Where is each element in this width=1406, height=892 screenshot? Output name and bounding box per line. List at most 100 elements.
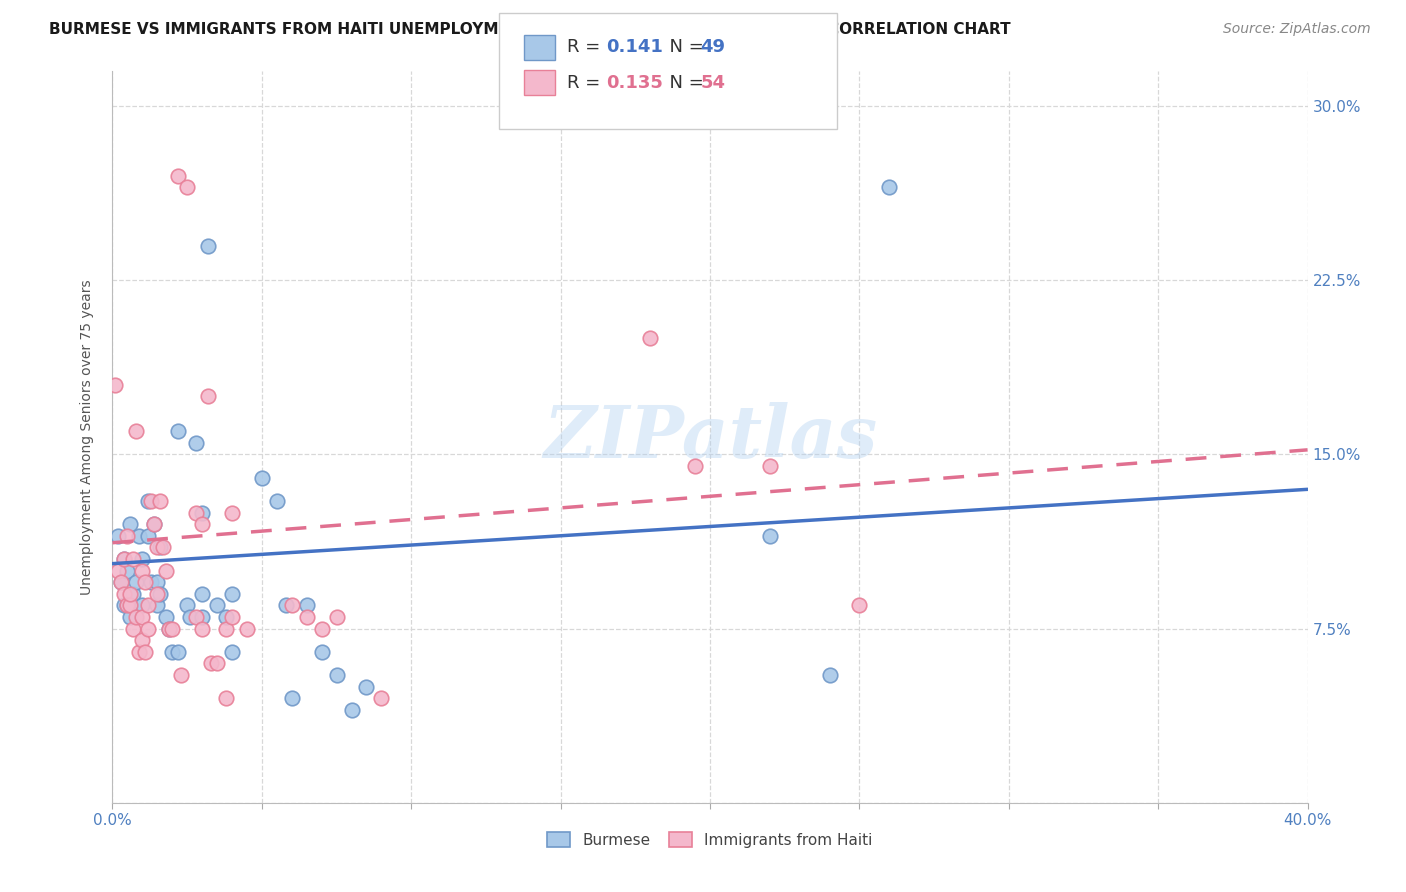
Point: [131, 564, 153, 578]
Point: [128, 529, 150, 543]
Text: BURMESE VS IMMIGRANTS FROM HAITI UNEMPLOYMENT AMONG SENIORS OVER 75 YEARS CORREL: BURMESE VS IMMIGRANTS FROM HAITI UNEMPLO…: [49, 22, 1011, 37]
Point: [167, 645, 190, 659]
Point: [170, 668, 193, 682]
Point: [134, 645, 156, 659]
Point: [640, 331, 662, 345]
Point: [157, 622, 180, 636]
Point: [295, 610, 318, 624]
Point: [221, 587, 243, 601]
Text: R =: R =: [567, 38, 606, 56]
Point: [149, 587, 172, 601]
Point: [191, 517, 214, 532]
Point: [131, 552, 153, 566]
Point: [117, 529, 139, 543]
Point: [120, 610, 142, 624]
Point: [205, 657, 228, 671]
Point: [179, 610, 201, 624]
Point: [683, 459, 706, 474]
Point: [162, 622, 183, 636]
Point: [146, 575, 169, 590]
Point: [250, 471, 273, 485]
Point: [200, 657, 222, 671]
Point: [114, 552, 135, 566]
Point: [281, 691, 304, 706]
Point: [215, 622, 238, 636]
Point: [311, 645, 333, 659]
Text: N =: N =: [658, 38, 710, 56]
Point: [110, 575, 132, 590]
Point: [205, 599, 228, 613]
Point: [104, 377, 127, 392]
Point: [107, 564, 129, 578]
Point: [155, 610, 177, 624]
Y-axis label: Unemployment Among Seniors over 75 years: Unemployment Among Seniors over 75 years: [80, 279, 94, 595]
Point: [186, 610, 208, 624]
Point: [759, 529, 782, 543]
Point: [114, 587, 135, 601]
Point: [134, 575, 156, 590]
Point: [221, 506, 243, 520]
Point: [311, 622, 333, 636]
Point: [117, 599, 139, 613]
Text: 54: 54: [700, 74, 725, 92]
Point: [149, 541, 172, 555]
Text: 0.141: 0.141: [606, 38, 662, 56]
Point: [191, 506, 214, 520]
Point: [125, 575, 148, 590]
Point: [122, 587, 145, 601]
Point: [114, 552, 135, 566]
Point: [122, 622, 145, 636]
Point: [125, 610, 148, 624]
Point: [215, 610, 238, 624]
Point: [131, 633, 153, 648]
Point: [236, 622, 259, 636]
Point: [157, 622, 180, 636]
Point: [152, 541, 174, 555]
Point: [167, 169, 190, 183]
Point: [138, 622, 160, 636]
Point: [325, 610, 347, 624]
Point: [879, 180, 901, 194]
Point: [149, 494, 172, 508]
Point: [110, 575, 132, 590]
Point: [176, 180, 198, 194]
Point: [186, 506, 208, 520]
Point: [117, 564, 139, 578]
Point: [191, 622, 214, 636]
Point: [120, 517, 142, 532]
Point: [274, 599, 297, 613]
Point: [141, 575, 163, 590]
Point: [186, 436, 208, 450]
Point: [356, 680, 378, 694]
Text: Source: ZipAtlas.com: Source: ZipAtlas.com: [1223, 22, 1371, 37]
Point: [167, 424, 190, 438]
Point: [162, 645, 183, 659]
Text: ZIPatlas: ZIPatlas: [543, 401, 877, 473]
Point: [370, 691, 392, 706]
Point: [197, 389, 219, 403]
Point: [848, 599, 870, 613]
Point: [131, 599, 153, 613]
Point: [143, 517, 166, 532]
Point: [107, 529, 129, 543]
Point: [114, 599, 135, 613]
Point: [325, 668, 347, 682]
Point: [120, 599, 142, 613]
Point: [117, 599, 139, 613]
Point: [191, 587, 214, 601]
Point: [141, 494, 163, 508]
Point: [138, 529, 160, 543]
Point: [146, 541, 169, 555]
Text: R =: R =: [567, 74, 606, 92]
Point: [128, 645, 150, 659]
Point: [131, 610, 153, 624]
Text: N =: N =: [658, 74, 710, 92]
Point: [143, 517, 166, 532]
Text: 49: 49: [700, 38, 725, 56]
Point: [759, 459, 782, 474]
Point: [176, 599, 198, 613]
Point: [818, 668, 841, 682]
Point: [221, 610, 243, 624]
Point: [122, 552, 145, 566]
Text: 0.135: 0.135: [606, 74, 662, 92]
